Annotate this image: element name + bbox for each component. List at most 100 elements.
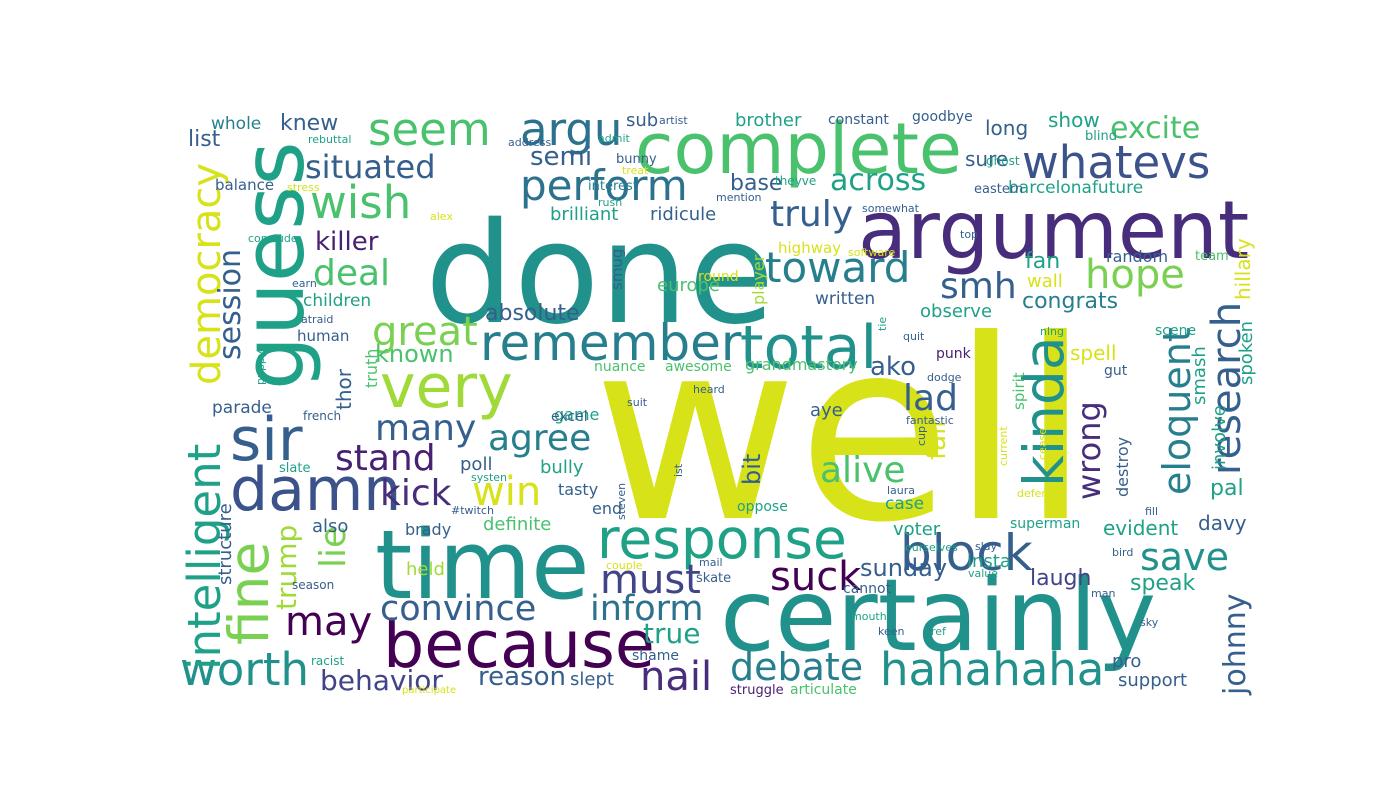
word-treat: treat	[622, 164, 649, 177]
word-worth: worth	[180, 643, 309, 696]
word-wall: wall	[1027, 271, 1063, 292]
word-show: show	[1048, 108, 1100, 132]
word-agree: agree	[488, 418, 591, 459]
word-knew: knew	[280, 111, 338, 136]
word-session: session	[213, 249, 248, 360]
word-involve: involve	[1209, 405, 1230, 470]
word-racist: racist	[311, 654, 344, 668]
word-done: done	[425, 193, 774, 356]
word-brady: brady	[405, 520, 451, 539]
word-ourselves: ourselves	[905, 541, 958, 554]
word-whatevs: whatevs	[1022, 136, 1210, 189]
word-behavior: behavior	[320, 664, 443, 697]
word-ist: ist	[672, 463, 685, 477]
word-situated: situated	[305, 148, 436, 186]
word-team: team	[1195, 249, 1229, 264]
word-base: base	[730, 171, 782, 196]
word-ghost: ghost	[986, 154, 1020, 168]
word-absolute: absolute	[485, 301, 580, 326]
word-democracy: democracy	[184, 163, 230, 385]
word-slept: slept	[570, 669, 614, 690]
word-defend: defend	[1017, 487, 1055, 500]
word-kick: kick	[380, 473, 452, 514]
word-intelligent: intelligent	[178, 444, 231, 670]
word-interest: interest	[588, 179, 638, 194]
word-case: case	[885, 494, 924, 514]
word-eastern: eastern	[974, 182, 1023, 197]
word-bully: bully	[540, 457, 584, 478]
word-wrong: wrong	[1070, 401, 1108, 500]
word-known: known	[375, 340, 454, 368]
word-struggle: struggle	[730, 683, 784, 698]
word-round: round	[698, 269, 739, 285]
word-awesome: awesome	[665, 359, 732, 375]
word-blind: blind	[1085, 129, 1117, 144]
word-lie: lie	[313, 526, 354, 568]
word-johnny: johnny	[1218, 594, 1253, 696]
word-theyve: theyve	[775, 174, 816, 188]
word-hillary: hillary	[1231, 238, 1255, 300]
word-somewhat: somewhat	[862, 202, 920, 215]
word-alive: alive	[820, 450, 906, 491]
word-skate: skate	[696, 571, 731, 586]
word-may: may	[285, 599, 372, 645]
word-total: total	[740, 313, 877, 383]
word-research: research	[1204, 302, 1250, 475]
word-mail: mail	[699, 556, 723, 569]
word-human: human	[297, 327, 349, 345]
word-keen: keen	[878, 625, 905, 638]
word-aye: aye	[810, 400, 843, 421]
word-dodge: dodge	[927, 371, 962, 384]
word-fantastic: fantastic	[906, 414, 954, 427]
word-spirit: spirit	[1010, 372, 1028, 410]
word-structure: structure	[215, 503, 236, 585]
word-deal: deal	[313, 253, 390, 294]
word-conclude: conclude	[248, 232, 298, 245]
word-wish: wish	[310, 176, 411, 229]
word-participate: participate	[402, 685, 456, 696]
word-value: value	[968, 567, 998, 580]
word-pro: pro	[1112, 651, 1141, 672]
word-many: many	[375, 408, 476, 449]
word-smug: smug	[608, 249, 626, 290]
word-must: must	[600, 557, 701, 603]
word-certainly: certainly	[720, 557, 1156, 674]
word-mouth: mouth	[851, 610, 887, 623]
word-punk: punk	[936, 346, 972, 362]
word-true: true	[643, 617, 700, 650]
word-balance: balance	[215, 176, 274, 194]
word-well: well	[593, 286, 1090, 577]
word-cannot: cannot	[843, 581, 892, 597]
word-brilliant: brilliant	[550, 204, 618, 225]
word-gut: gut	[1104, 363, 1128, 379]
word-excel: excel	[551, 409, 588, 425]
word-stand: stand	[335, 438, 436, 479]
word-voter: voter	[893, 519, 941, 540]
word-constant: constant	[828, 112, 889, 128]
word-thor: thor	[332, 368, 356, 410]
word-ref: ref	[931, 625, 947, 638]
word-parade: parade	[212, 398, 272, 418]
word-excite: excite	[1110, 111, 1200, 146]
word-hope: hope	[1085, 252, 1185, 298]
word-destroy: destroy	[1113, 437, 1132, 497]
word-insta: insta	[967, 551, 1011, 572]
word-time: time	[375, 511, 590, 621]
word-shame: shame	[632, 648, 679, 664]
word-save: save	[1140, 535, 1229, 579]
word-highway: highway	[778, 239, 841, 257]
word-nuance: nuance	[594, 359, 646, 375]
word-address: address	[508, 136, 551, 149]
word-couple: couple	[606, 559, 643, 572]
word-end: end	[592, 499, 622, 518]
word-speak: speak	[1130, 571, 1195, 596]
word-slate: slate	[279, 461, 310, 476]
word-suck: suck	[770, 554, 862, 600]
word-cease: cease	[1036, 428, 1049, 460]
word-block: block	[900, 524, 1033, 582]
word-europe: europe	[657, 275, 720, 296]
word-debate: debate	[730, 645, 863, 689]
word-nlng: nlng	[1040, 325, 1064, 338]
word-semi: semi	[530, 142, 592, 172]
